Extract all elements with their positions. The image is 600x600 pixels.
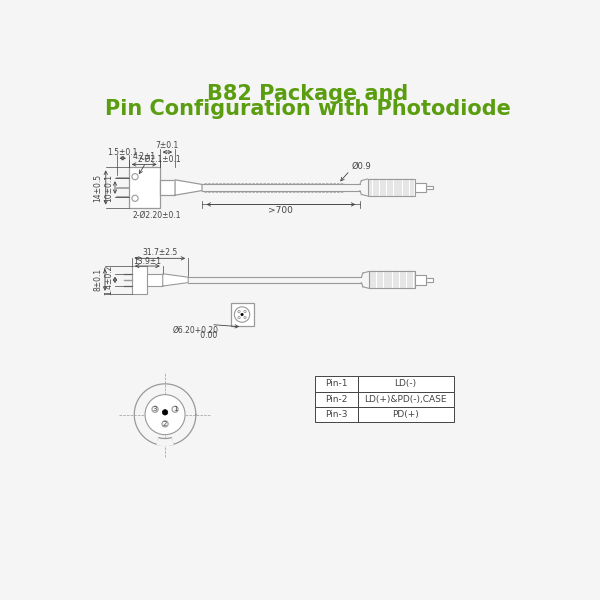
Bar <box>129 167 160 208</box>
Bar <box>358 392 454 407</box>
Circle shape <box>241 313 243 316</box>
Text: 1.5±0.1: 1.5±0.1 <box>107 148 138 157</box>
Bar <box>415 183 426 192</box>
Bar <box>426 278 433 282</box>
Text: 13.9±1: 13.9±1 <box>133 257 161 266</box>
Bar <box>315 407 358 422</box>
Circle shape <box>162 421 168 427</box>
Bar <box>230 303 254 326</box>
Text: 3: 3 <box>153 406 157 412</box>
Bar <box>358 407 454 422</box>
Text: 2-Ø2.1±0.1: 2-Ø2.1±0.1 <box>138 155 181 164</box>
Text: >700: >700 <box>268 206 293 215</box>
Text: 31.7±2.5: 31.7±2.5 <box>142 248 178 257</box>
Text: B82 Package and: B82 Package and <box>207 83 408 104</box>
Circle shape <box>145 395 185 434</box>
Text: 2: 2 <box>163 421 167 427</box>
Bar <box>160 180 175 195</box>
Text: 2-Ø2.20±0.1: 2-Ø2.20±0.1 <box>133 211 181 220</box>
Text: Pin-3: Pin-3 <box>325 410 347 419</box>
Circle shape <box>235 307 250 322</box>
Polygon shape <box>157 438 173 445</box>
Text: 8±0.1: 8±0.1 <box>94 268 103 292</box>
Bar <box>358 376 454 392</box>
Text: Pin Configuration with Photodiode: Pin Configuration with Photodiode <box>104 99 511 119</box>
Text: 7±0.1: 7±0.1 <box>156 142 179 151</box>
Bar <box>426 185 433 190</box>
Bar <box>315 392 358 407</box>
Circle shape <box>152 406 158 412</box>
Bar <box>148 274 163 286</box>
Polygon shape <box>175 180 202 195</box>
Bar <box>415 275 426 284</box>
Bar <box>369 271 415 289</box>
Circle shape <box>132 195 138 202</box>
Circle shape <box>132 173 138 180</box>
Text: LD(-): LD(-) <box>395 379 417 388</box>
Text: Ø6.20+0.20: Ø6.20+0.20 <box>173 325 219 334</box>
Text: Pin-1: Pin-1 <box>325 379 347 388</box>
Circle shape <box>172 406 178 412</box>
Bar <box>132 266 148 294</box>
Text: 4.2±1: 4.2±1 <box>133 152 156 161</box>
Text: 1: 1 <box>173 406 178 412</box>
Bar <box>368 179 415 196</box>
Text: 14±0.5: 14±0.5 <box>94 173 103 202</box>
Bar <box>315 376 358 392</box>
Circle shape <box>163 410 168 415</box>
Text: 1.4±0.2: 1.4±0.2 <box>104 265 113 295</box>
Text: Pin-2: Pin-2 <box>325 395 347 404</box>
Text: Ø0.9: Ø0.9 <box>352 161 371 170</box>
Text: PD(+): PD(+) <box>392 410 419 419</box>
Text: 0.00: 0.00 <box>187 331 218 340</box>
Text: LD(+)&PD(-),CASE: LD(+)&PD(-),CASE <box>364 395 447 404</box>
Text: 10±0.1: 10±0.1 <box>104 173 113 202</box>
Polygon shape <box>163 274 188 286</box>
